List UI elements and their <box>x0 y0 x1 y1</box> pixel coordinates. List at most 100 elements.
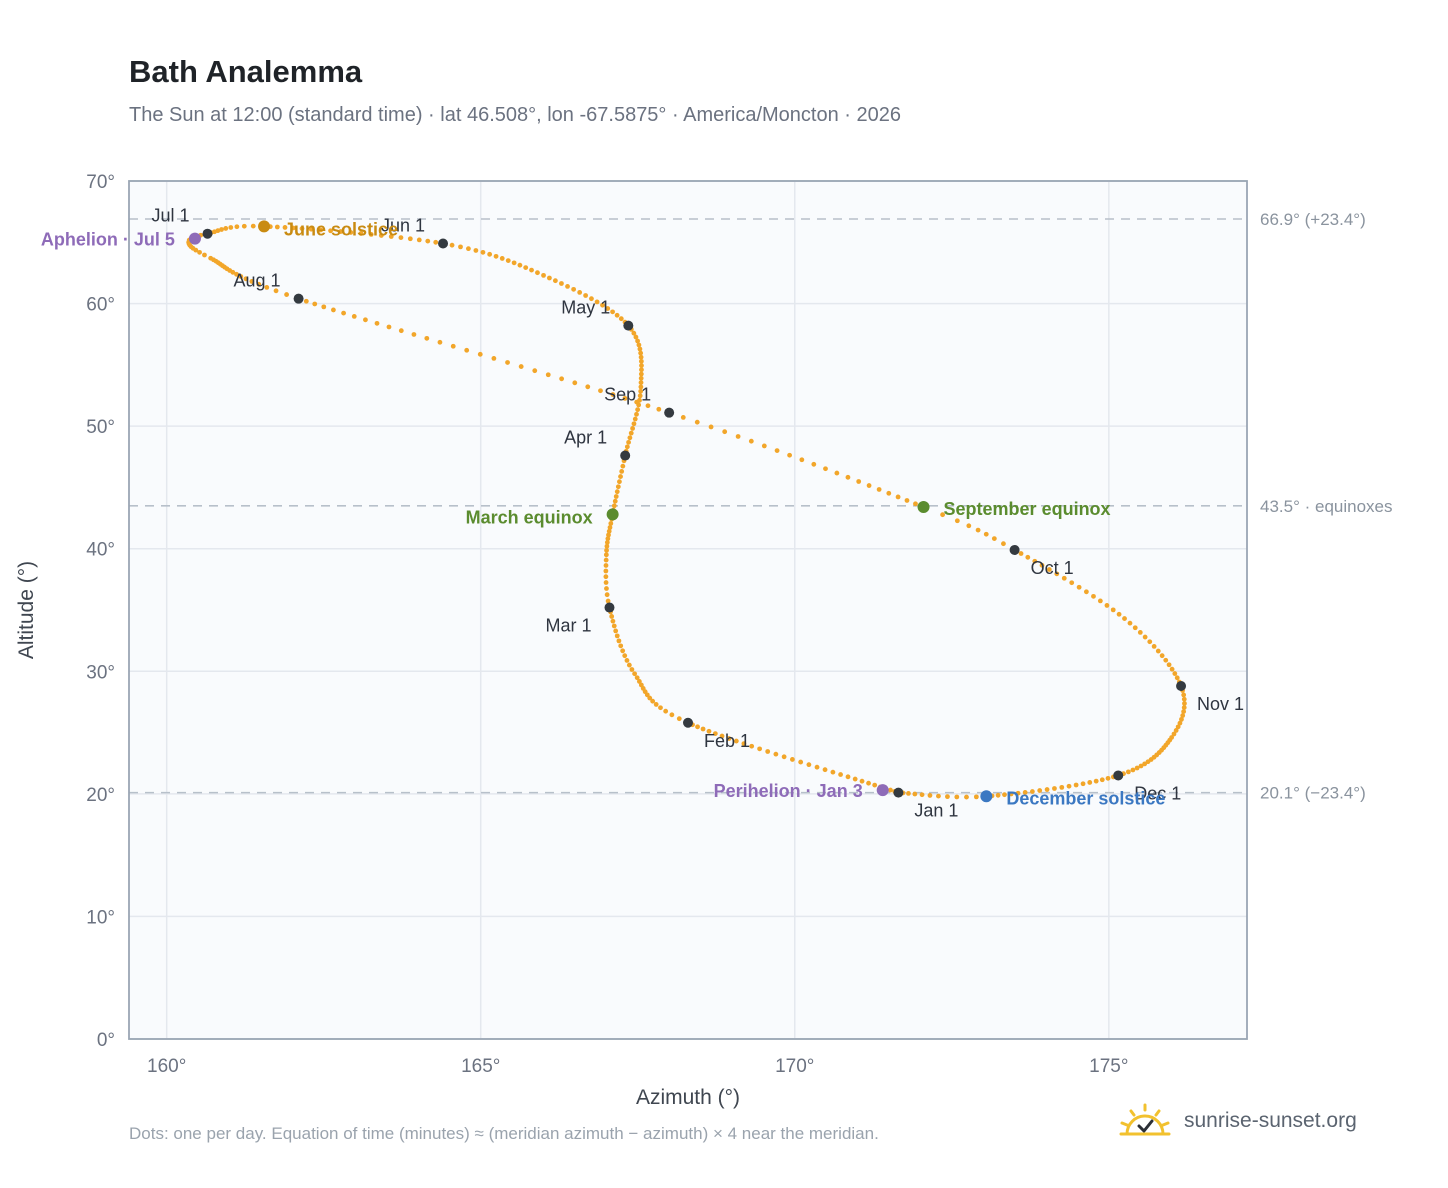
daily-dot <box>228 225 234 230</box>
daily-dot <box>1025 554 1031 560</box>
daily-dot <box>202 252 207 258</box>
daily-dot <box>378 233 384 238</box>
month-label: Nov 1 <box>1197 694 1244 714</box>
daily-dot <box>1110 607 1116 613</box>
daily-dot <box>638 350 644 356</box>
month-marker <box>893 787 904 798</box>
daily-dot <box>1099 777 1105 783</box>
daily-dot <box>1054 571 1060 577</box>
y-axis-title: Altitude (°) <box>15 561 38 659</box>
daily-dot <box>388 234 394 239</box>
daily-dot <box>341 310 346 316</box>
daily-dot <box>637 393 643 399</box>
daily-dot <box>619 468 625 474</box>
daily-dot <box>1046 567 1052 572</box>
month-label: Apr 1 <box>564 428 607 448</box>
daily-dot <box>219 227 224 232</box>
daily-dot <box>799 457 805 463</box>
daily-dot <box>790 757 795 762</box>
daily-dot <box>398 235 404 241</box>
daily-dot <box>609 614 615 619</box>
y-tick-label: 60° <box>86 295 115 316</box>
daily-dot <box>694 419 700 425</box>
daily-dot <box>241 223 247 229</box>
month-marker <box>1009 544 1020 555</box>
daily-dot <box>545 372 551 378</box>
daily-dot <box>680 415 686 420</box>
brand-name[interactable]: sunrise-sunset.org <box>1184 1109 1357 1132</box>
daily-dot <box>830 769 836 775</box>
daily-dot <box>650 698 656 704</box>
daily-dot <box>774 448 780 453</box>
daily-dot <box>845 474 851 480</box>
daily-dot <box>1179 716 1184 722</box>
daily-dot <box>991 536 997 542</box>
daily-dot <box>722 429 728 435</box>
daily-dot <box>1172 671 1178 676</box>
daily-dot <box>249 279 255 284</box>
daily-dot <box>598 388 603 394</box>
daily-dot <box>695 724 700 730</box>
daily-dot <box>1127 620 1133 626</box>
daily-dot <box>374 320 380 326</box>
daily-dot <box>653 702 659 707</box>
daily-dot <box>781 754 787 760</box>
daily-dot <box>634 675 640 681</box>
daily-dot <box>1134 765 1140 771</box>
daily-dot <box>1177 720 1183 726</box>
daily-dot <box>604 539 610 545</box>
month-label: Jul 1 <box>151 206 189 226</box>
daily-dot <box>975 527 981 533</box>
month-marker <box>202 228 213 239</box>
daily-dot <box>618 316 624 322</box>
daily-dot <box>1029 789 1035 794</box>
daily-dot <box>1181 705 1187 710</box>
daily-dot <box>617 479 622 485</box>
daily-dot <box>638 380 644 385</box>
daily-dot <box>1142 634 1148 640</box>
daily-dot <box>1097 598 1103 604</box>
daily-dot <box>1180 713 1186 718</box>
brand[interactable]: sunrise-sunset.org <box>1118 1102 1357 1140</box>
daily-dot <box>529 267 534 273</box>
daily-dot <box>823 466 828 472</box>
daily-dot <box>940 512 946 518</box>
daily-dot <box>1104 603 1110 608</box>
daily-dot <box>425 238 431 244</box>
daily-dot <box>1151 643 1157 649</box>
daily-dot <box>620 463 626 469</box>
daily-dot <box>639 363 644 368</box>
daily-dot <box>234 271 239 277</box>
daily-dot <box>964 794 969 800</box>
daily-dot <box>1069 580 1075 586</box>
daily-dot <box>919 792 925 798</box>
daily-dot <box>633 334 639 340</box>
daily-dot <box>872 782 878 788</box>
daily-dot <box>363 317 368 323</box>
daily-dot <box>1008 791 1014 797</box>
daily-dot <box>605 306 611 311</box>
daily-dot <box>464 347 470 353</box>
y-tick-label: 50° <box>86 417 115 438</box>
daily-dot <box>312 301 318 307</box>
daily-dot <box>290 225 296 231</box>
month-marker <box>1176 680 1187 691</box>
daily-dot <box>631 330 637 336</box>
daily-dot <box>741 741 747 747</box>
daily-dot <box>611 623 617 629</box>
daily-dot <box>398 328 404 334</box>
daily-dot <box>450 343 456 349</box>
daily-dot <box>631 421 637 427</box>
daily-dot <box>735 434 741 439</box>
daily-dot <box>603 574 609 580</box>
reference-label: 20.1° (−23.4°) <box>1260 784 1366 803</box>
daily-dot <box>1001 541 1006 547</box>
daily-dot <box>995 792 1001 798</box>
daily-dot <box>604 543 610 549</box>
daily-dot <box>895 494 901 500</box>
daily-dot <box>424 335 430 341</box>
daily-dot <box>407 236 413 242</box>
daily-dot <box>299 226 305 231</box>
daily-dot <box>1142 761 1148 767</box>
daily-dot <box>608 521 614 526</box>
